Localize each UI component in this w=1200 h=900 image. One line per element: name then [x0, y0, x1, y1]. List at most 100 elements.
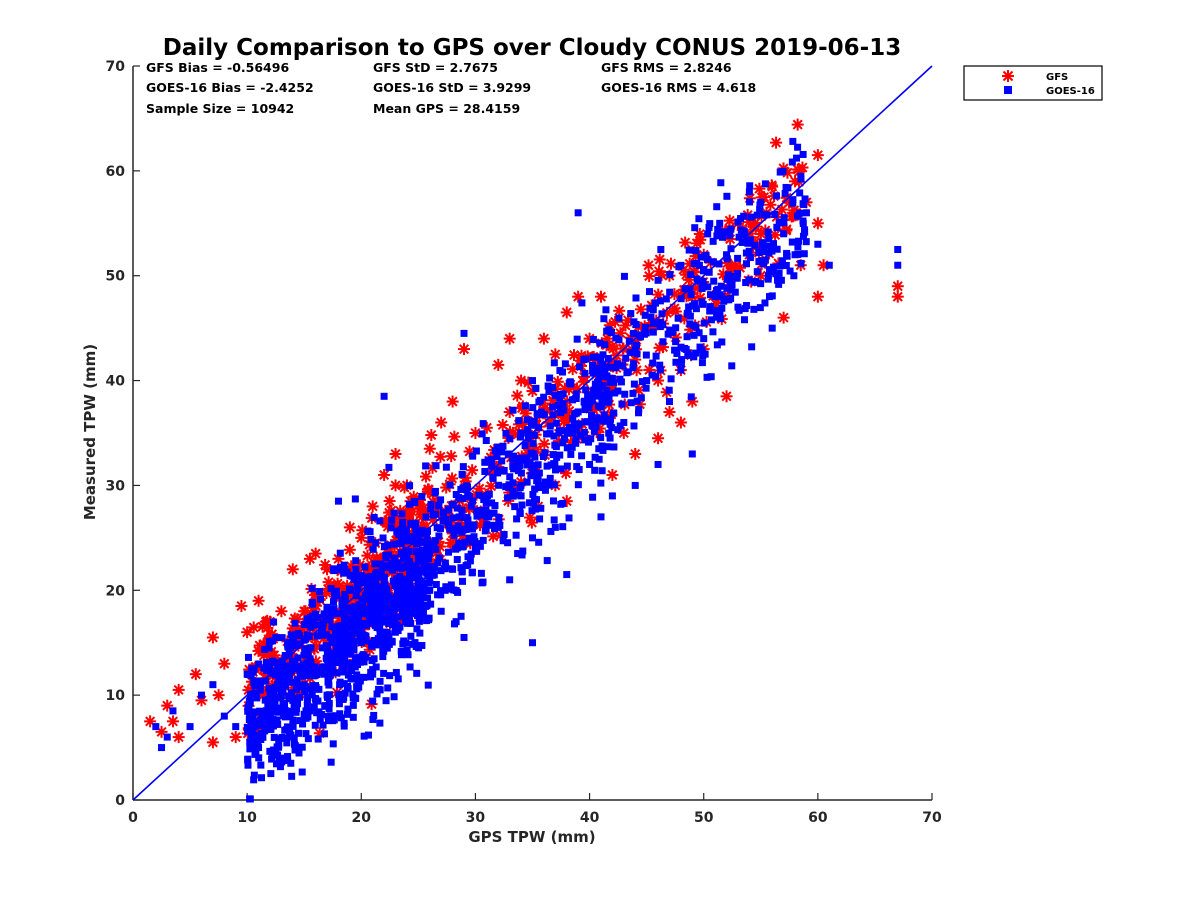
data-point-goes [540, 411, 548, 419]
data-point-goes [544, 382, 552, 390]
y-tick-label: 20 [106, 583, 126, 599]
data-point-goes [467, 502, 475, 510]
data-point-goes [406, 564, 414, 572]
data-point-goes [648, 371, 656, 379]
data-point-goes [318, 667, 326, 675]
data-point-goes [279, 754, 287, 762]
data-point-goes [459, 514, 467, 522]
data-point-goes [277, 691, 285, 699]
legend-gfs-marker [1002, 70, 1014, 82]
data-point-goes [414, 576, 422, 584]
data-point-goes [534, 477, 542, 485]
data-point-goes [418, 492, 426, 500]
data-point-goes [635, 406, 643, 414]
data-point-goes [656, 323, 664, 331]
data-point-goes [666, 288, 674, 296]
data-point-goes [506, 576, 514, 584]
data-point-goes [375, 638, 383, 646]
data-point-goes [797, 259, 805, 267]
data-point-goes [493, 452, 501, 460]
data-point-gfs [343, 521, 356, 534]
data-point-goes [310, 667, 318, 675]
data-point-goes [293, 676, 301, 684]
data-point-goes [300, 681, 308, 689]
stats-block: GFS Bias = -0.56496 GFS StD = 2.7675 GFS… [146, 60, 756, 116]
data-point-goes [780, 214, 788, 222]
data-point-goes [293, 663, 301, 671]
data-point-goes [425, 616, 433, 624]
data-point-goes [698, 346, 706, 354]
data-point-gfs [241, 626, 254, 639]
data-point-goes [372, 622, 380, 630]
data-point-goes [519, 547, 527, 555]
data-point-goes [703, 255, 711, 263]
data-point-goes [302, 730, 310, 738]
data-point-goes [590, 386, 598, 394]
data-point-goes [672, 338, 680, 346]
data-point-goes [413, 625, 421, 633]
data-point-goes [546, 474, 554, 482]
goes-std-text: GOES-16 StD = 3.9299 [373, 80, 531, 95]
data-point-goes [437, 567, 445, 575]
data-point-goes [619, 362, 627, 370]
data-point-goes [581, 406, 589, 414]
data-point-goes [434, 591, 442, 599]
data-point-goes [457, 612, 465, 620]
x-tick-label: 30 [466, 810, 486, 826]
data-point-goes [734, 303, 742, 311]
data-point-goes [169, 707, 177, 715]
data-point-goes [549, 403, 557, 411]
data-point-goes [747, 213, 755, 221]
data-point-goes [275, 735, 283, 743]
data-point-goes [315, 708, 323, 716]
data-point-goes [289, 722, 297, 730]
data-point-goes [801, 195, 809, 203]
data-point-gfs [212, 689, 225, 702]
data-point-goes [306, 620, 314, 628]
data-point-goes [683, 333, 691, 341]
data-point-goes [797, 172, 805, 180]
data-point-goes [567, 450, 575, 458]
data-point-goes [475, 491, 483, 499]
data-point-goes [449, 526, 457, 534]
data-point-goes [287, 731, 295, 739]
data-point-goes [561, 360, 569, 368]
data-point-goes [745, 188, 753, 196]
data-point-goes [324, 678, 332, 686]
data-point-goes [641, 323, 649, 331]
data-point-gfs [891, 280, 904, 293]
data-point-goes [399, 555, 407, 563]
data-point-goes [516, 508, 524, 516]
data-point-goes [391, 614, 399, 622]
data-point-goes [273, 716, 281, 724]
data-point-goes [316, 715, 324, 723]
data-point-goes [432, 580, 440, 588]
data-point-goes [543, 462, 551, 470]
data-point-goes [649, 328, 657, 336]
data-point-goes [382, 697, 390, 705]
data-point-goes [316, 588, 324, 596]
data-point-goes [266, 691, 274, 699]
data-point-goes [563, 571, 571, 579]
data-point-goes [595, 455, 603, 463]
data-point-goes [572, 409, 580, 417]
data-point-goes [310, 618, 318, 626]
data-point-goes [599, 391, 607, 399]
data-point-goes [524, 434, 532, 442]
data-point-goes [412, 587, 420, 595]
data-point-goes [298, 743, 306, 751]
data-point-goes [402, 526, 410, 534]
data-point-goes [550, 359, 558, 367]
data-point-goes [745, 276, 753, 284]
data-point-goes [376, 677, 384, 685]
data-point-goes [712, 287, 720, 295]
data-point-goes [246, 698, 254, 706]
data-point-goes [386, 672, 394, 680]
data-point-goes [298, 672, 306, 680]
data-point-goes [330, 610, 338, 618]
data-point-goes [284, 662, 292, 670]
data-point-goes [569, 396, 577, 404]
data-point-goes [353, 671, 361, 679]
data-point-goes [630, 380, 638, 388]
data-point-goes [495, 514, 503, 522]
